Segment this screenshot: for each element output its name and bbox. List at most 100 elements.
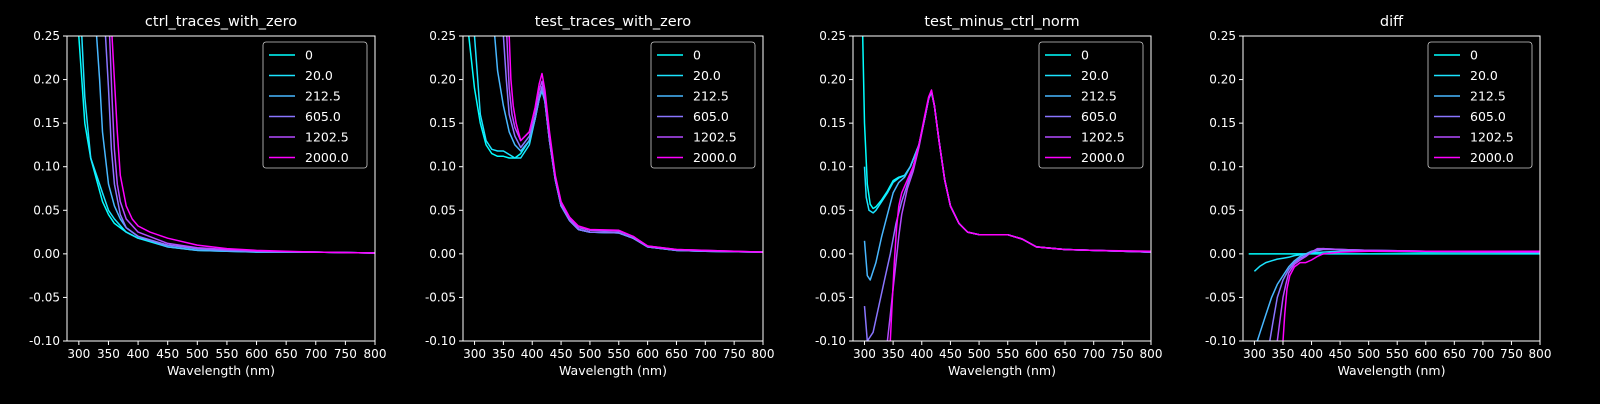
legend-label: 2000.0 xyxy=(1081,150,1125,165)
y-tick-label: -0.05 xyxy=(1205,290,1236,304)
x-tick-label: 650 xyxy=(1054,347,1077,361)
x-tick-label: 450 xyxy=(550,347,573,361)
y-tick-label: 0.05 xyxy=(429,203,456,217)
x-axis-label: Wavelength (nm) xyxy=(167,363,275,378)
x-tick-label: 350 xyxy=(882,347,905,361)
x-tick-label: 700 xyxy=(304,347,327,361)
legend-label: 212.5 xyxy=(693,89,729,104)
x-tick-label: 550 xyxy=(996,347,1019,361)
chart-panel-4: diff 300 350 400 450 500 550 600 650 700 750 800 -0.… xyxy=(1205,14,1552,378)
axes-frame xyxy=(1242,35,1541,342)
x-tick-label: 550 xyxy=(215,347,238,361)
series-group xyxy=(78,36,375,254)
series-line-2000.0 xyxy=(1282,250,1540,341)
y-tick-label: -0.10 xyxy=(425,334,456,348)
x-tick-label: 400 xyxy=(521,347,544,361)
x-tick-label: 650 xyxy=(275,347,298,361)
series-group xyxy=(861,36,1151,341)
x-tick-label: 450 xyxy=(156,347,179,361)
legend: 0 20.0 212.5 605.0 1202.5 2000.0 xyxy=(262,41,368,169)
x-tick-label: 500 xyxy=(1357,347,1380,361)
y-tick-label: 0.05 xyxy=(819,203,846,217)
y-tick-label: 0.05 xyxy=(33,203,60,217)
x-tick-label: 500 xyxy=(578,347,601,361)
y-tick-label: 0.20 xyxy=(33,73,60,87)
y-tick-label: 0.15 xyxy=(1209,116,1236,130)
legend-label: 2000.0 xyxy=(1470,150,1514,165)
legend-label: 1202.5 xyxy=(1470,130,1514,145)
chart-title: test_minus_ctrl_norm xyxy=(924,14,1079,30)
chart-title: ctrl_traces_with_zero xyxy=(145,14,297,30)
legend-label: 605.0 xyxy=(693,109,729,124)
x-tick-label: 350 xyxy=(1272,347,1295,361)
legend-label: 20.0 xyxy=(1470,68,1498,83)
x-tick-label: 500 xyxy=(968,347,991,361)
legend-label: 605.0 xyxy=(1470,109,1506,124)
x-tick-label: 700 xyxy=(694,347,717,361)
legend-label: 605.0 xyxy=(1081,109,1117,124)
series-group xyxy=(1248,247,1540,341)
legend-label: 0 xyxy=(1470,48,1478,63)
x-tick-label: 550 xyxy=(1386,347,1409,361)
y-tick-label: 0.10 xyxy=(429,160,456,174)
x-tick-label: 800 xyxy=(1140,347,1163,361)
x-tick-label: 300 xyxy=(1243,347,1266,361)
legend-label: 212.5 xyxy=(305,89,341,104)
series-group xyxy=(468,36,763,253)
x-tick-label: 800 xyxy=(752,347,775,361)
legend-label: 20.0 xyxy=(693,68,721,83)
x-tick-label: 600 xyxy=(636,347,659,361)
y-tick-label: -0.05 xyxy=(425,290,456,304)
legend-label: 0 xyxy=(305,48,313,63)
y-tick-label: -0.10 xyxy=(1205,334,1236,348)
x-tick-label: 600 xyxy=(1414,347,1437,361)
x-tick-label: 750 xyxy=(1500,347,1523,361)
y-tick-label: 0.05 xyxy=(1209,203,1236,217)
x-tick-label: 400 xyxy=(127,347,150,361)
legend: 0 20.0 212.5 605.0 1202.5 2000.0 xyxy=(1038,41,1144,169)
y-tick-label: 0.10 xyxy=(33,160,60,174)
x-tick-label: 300 xyxy=(463,347,486,361)
legend-label: 605.0 xyxy=(305,109,341,124)
x-tick-label: 600 xyxy=(1025,347,1048,361)
y-tick-label: 0.25 xyxy=(1209,29,1236,43)
x-tick-label: 650 xyxy=(1443,347,1466,361)
x-tick-label: 300 xyxy=(853,347,876,361)
legend: 0 20.0 212.5 605.0 1202.5 2000.0 xyxy=(1427,41,1533,169)
x-tick-label: 400 xyxy=(1300,347,1323,361)
legend-label: 212.5 xyxy=(1081,89,1117,104)
series-line-2000.0 xyxy=(889,89,1151,341)
series-line-1202.5 xyxy=(108,36,375,254)
legend-label: 0 xyxy=(1081,48,1089,63)
y-tick-label: 0.00 xyxy=(33,247,60,261)
x-tick-label: 600 xyxy=(245,347,268,361)
chart-title: test_traces_with_zero xyxy=(535,14,692,30)
x-axis-label: Wavelength (nm) xyxy=(1338,363,1446,378)
x-tick-label: 450 xyxy=(1329,347,1352,361)
legend-label: 1202.5 xyxy=(693,130,737,145)
axes-frame xyxy=(66,35,376,342)
x-tick-label: 700 xyxy=(1082,347,1105,361)
y-tick-label: 0.20 xyxy=(819,73,846,87)
y-tick-label: 0.00 xyxy=(819,247,846,261)
legend-label: 0 xyxy=(693,48,701,63)
legend-label: 2000.0 xyxy=(305,150,349,165)
x-tick-label: 450 xyxy=(939,347,962,361)
x-tick-label: 350 xyxy=(97,347,120,361)
y-tick-label: -0.10 xyxy=(29,334,60,348)
x-tick-label: 800 xyxy=(364,347,387,361)
x-tick-label: 750 xyxy=(1111,347,1134,361)
y-tick-label: 0.10 xyxy=(1209,160,1236,174)
chart-panel-1: ctrl_traces_with_zero 300 350 400 450 500 550 6… xyxy=(29,14,387,378)
y-tick-label: 0.20 xyxy=(1209,73,1236,87)
y-tick-label: 0.10 xyxy=(819,160,846,174)
axes-frame xyxy=(462,35,764,342)
y-tick-label: -0.05 xyxy=(815,290,846,304)
axes-frame xyxy=(852,35,1152,342)
x-axis-label: Wavelength (nm) xyxy=(559,363,667,378)
x-axis-label: Wavelength (nm) xyxy=(948,363,1056,378)
x-tick-label: 300 xyxy=(67,347,90,361)
x-tick-label: 700 xyxy=(1471,347,1494,361)
